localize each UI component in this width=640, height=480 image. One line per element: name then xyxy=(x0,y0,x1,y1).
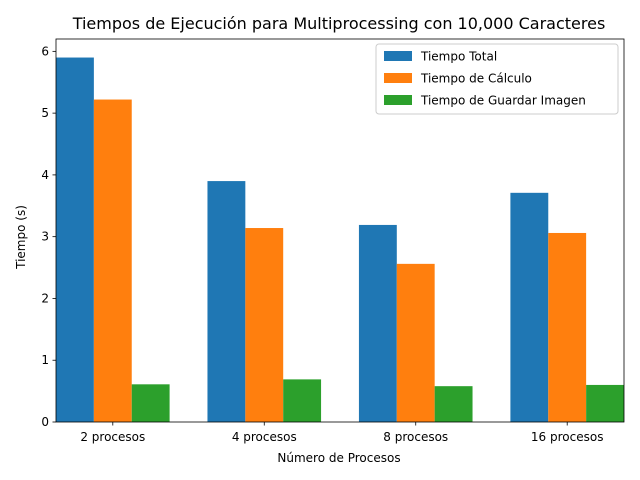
bar-1-3 xyxy=(358,224,397,422)
legend-label-3: Tiempo de Guardar Imagen xyxy=(420,94,586,108)
plot-frame xyxy=(55,38,625,423)
legend-label-1: Tiempo Total xyxy=(420,50,497,64)
x-axis: 2 procesos 4 procesos 8 procesos 16 proceso… xyxy=(80,422,603,444)
y-tick-label-2: 1 xyxy=(41,353,49,367)
bar-2-2 xyxy=(245,228,284,422)
legend: Tiempo Total Tiempo de Cálculo Tiempo de G… xyxy=(375,43,619,115)
y-axis: 0 1 2 3 4 5 6 xyxy=(41,44,56,429)
x-tick-label-2: 4 procesos xyxy=(232,430,297,444)
y-tick-label-3: 2 xyxy=(41,291,49,305)
x-tick-label-1: 2 procesos xyxy=(80,430,145,444)
y-tick-label-5: 4 xyxy=(41,168,49,182)
legend-label-2: Tiempo de Cálculo xyxy=(420,72,532,86)
bar-3-3 xyxy=(434,386,473,422)
bar-3-2 xyxy=(283,379,322,422)
x-axis-label: Número de Procesos xyxy=(277,451,400,465)
bar-3-1 xyxy=(131,384,170,422)
legend-swatch-3 xyxy=(384,95,412,105)
bar-1-1 xyxy=(56,57,94,422)
legend-frame xyxy=(375,43,619,115)
plot-area xyxy=(55,38,625,423)
bar-3-4 xyxy=(586,384,624,422)
bar-1-4 xyxy=(510,192,549,422)
legend-swatch-2 xyxy=(384,73,412,83)
y-tick-label-6: 5 xyxy=(41,106,49,120)
x-tick-label-3: 8 procesos xyxy=(383,430,448,444)
bar-1-2 xyxy=(207,181,246,422)
y-tick-label-1: 0 xyxy=(41,415,49,429)
x-tick-label-4: 16 procesos xyxy=(531,430,604,444)
bar-2-3 xyxy=(396,263,435,422)
y-tick-label-4: 3 xyxy=(41,230,49,244)
chart-title: Tiempos de Ejecución para Multiprocessin… xyxy=(72,14,606,33)
bar-2-1 xyxy=(93,99,132,423)
y-tick-label-7: 6 xyxy=(41,44,49,58)
y-axis-label: Tiempo (s) xyxy=(14,205,28,270)
bar-2-4 xyxy=(548,232,587,422)
legend-swatch-1 xyxy=(384,51,412,61)
